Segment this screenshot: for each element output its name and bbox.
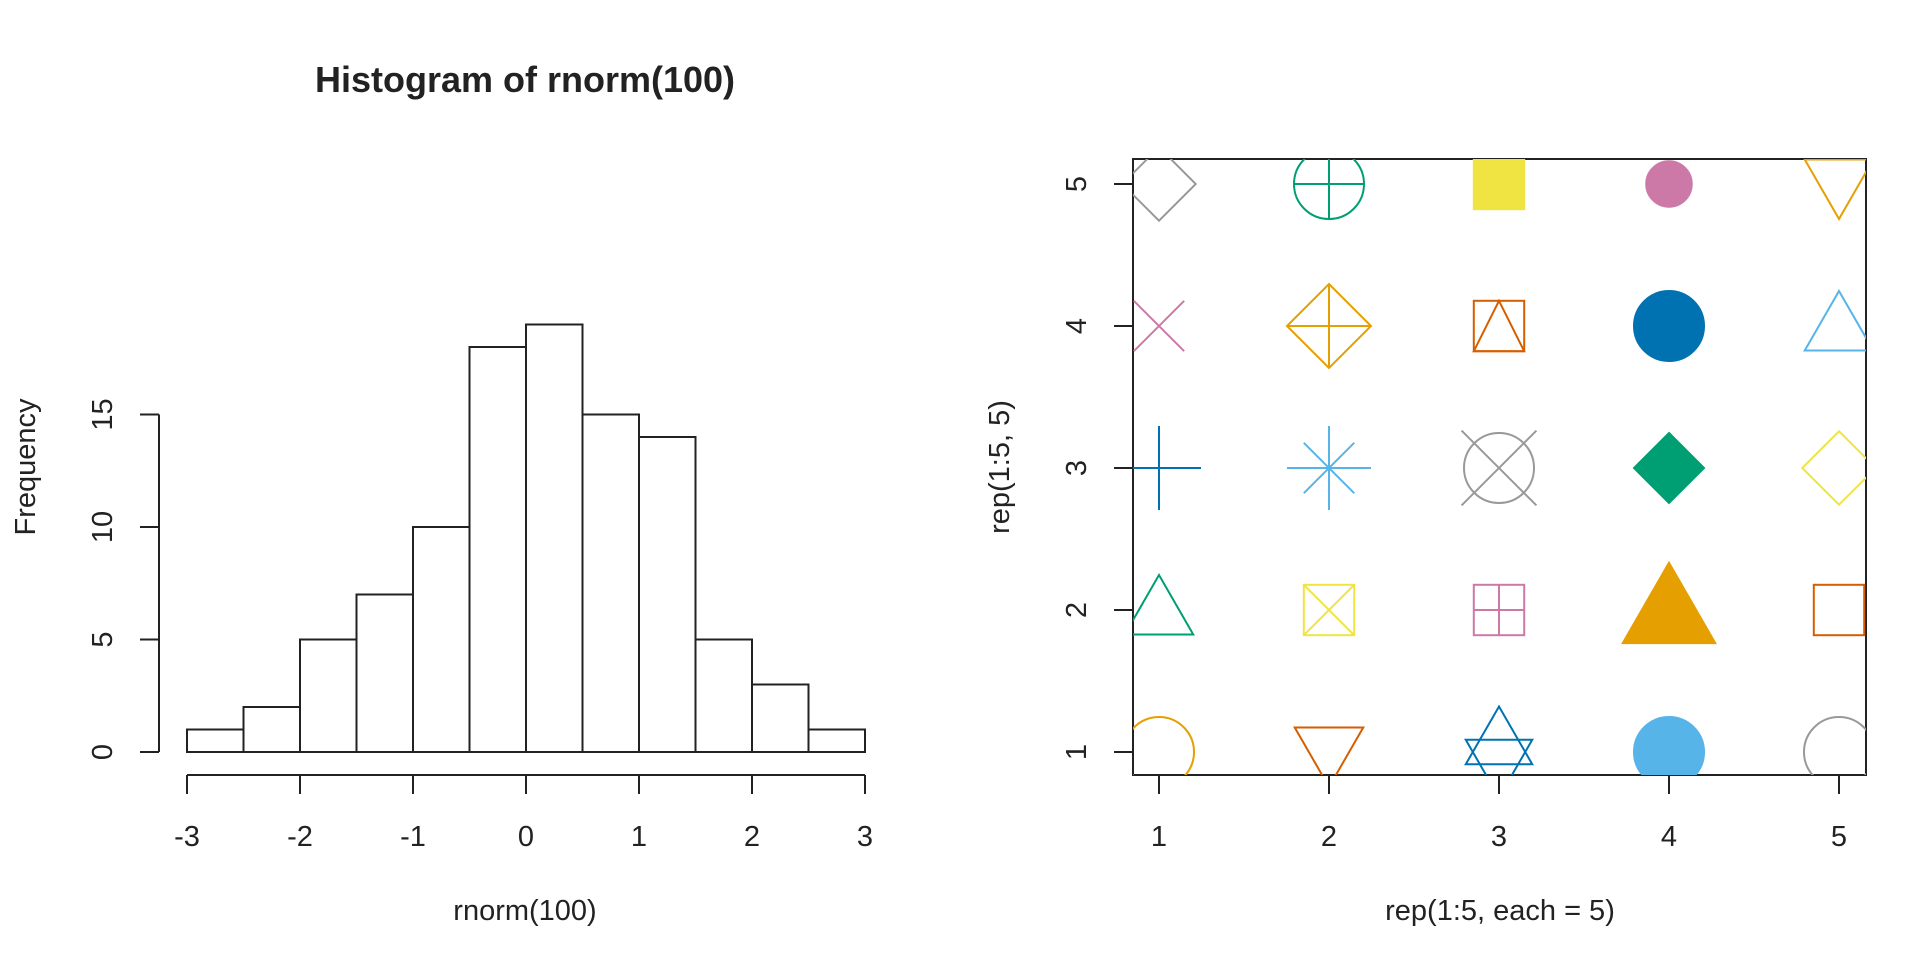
scatter-point-filled-square — [1472, 159, 1526, 211]
histogram-y-tick-label: 5 — [87, 631, 119, 647]
histogram-y-axis-label: Frequency — [10, 398, 42, 536]
scatter-x-tick-label: 2 — [1321, 821, 1337, 853]
histogram-bar — [468, 346, 527, 753]
scatter-point-asterisk — [1287, 426, 1371, 510]
histogram-y-tick-label: 0 — [87, 744, 119, 760]
scatter-point-square-triangle — [1472, 298, 1526, 353]
scatter-point-square — [1812, 583, 1866, 637]
histogram-panel: Histogram of rnorm(100) rnorm(100) Frequ… — [10, 59, 873, 927]
scatter-x-tick-label: 4 — [1661, 821, 1677, 853]
scatter-point-star-of-david — [1464, 704, 1534, 775]
histogram-x-tick-label: -2 — [287, 821, 313, 853]
scatter-panel: 1 2 3 4 5 1 2 3 4 5 rep(1:5, each = 5) rep(1:5, … — [984, 158, 1867, 927]
histogram-bar — [412, 526, 471, 753]
scatter-point-circle-plus — [1293, 159, 1365, 220]
scatter-y-axis-label: rep(1:5, 5) — [984, 400, 1016, 534]
scatter-points — [1133, 159, 1866, 775]
histogram-bar — [242, 706, 301, 753]
scatter-x-tick-label: 1 — [1151, 821, 1167, 853]
scatter-y-tick-label: 2 — [1061, 602, 1093, 618]
scatter-x-axis: 1 2 3 4 5 — [1151, 775, 1847, 853]
scatter-point-small-filled-circle — [1645, 160, 1693, 208]
scatter-point-diamond — [1133, 159, 1198, 223]
histogram-x-axis-label: rnorm(100) — [453, 895, 596, 927]
scatter-point-square-plus — [1472, 583, 1526, 637]
histogram-y-axis: 0 5 10 15 — [87, 398, 160, 760]
scatter-y-tick-label: 3 — [1061, 460, 1093, 476]
scatter-point-triangle-down — [1293, 726, 1365, 775]
scatter-y-axis: 1 2 3 4 5 — [1061, 176, 1133, 760]
histogram-x-tick-label: 3 — [857, 821, 873, 853]
scatter-point-triangle-up — [1803, 288, 1866, 352]
scatter-point-circle — [1133, 716, 1195, 775]
scatter-point-diamond-plus — [1285, 282, 1373, 370]
scatter-point-square-cross — [1302, 583, 1356, 637]
histogram-x-tick-label: -1 — [400, 821, 426, 853]
scatter-point-circle-cross — [1460, 429, 1538, 507]
scatter-y-tick-label: 5 — [1061, 176, 1093, 192]
scatter-point-filled-circle — [1633, 290, 1705, 362]
histogram-bars — [186, 323, 866, 753]
histogram-x-axis: -3 -2 -1 0 1 2 3 — [174, 774, 873, 853]
histogram-x-tick-label: 1 — [631, 821, 647, 853]
scatter-point-triangle-down — [1803, 159, 1866, 222]
histogram-bar — [807, 728, 866, 753]
scatter-y-tick-label: 1 — [1061, 744, 1093, 760]
histogram-y-tick-label: 15 — [87, 398, 119, 430]
scatter-x-tick-label: 3 — [1491, 821, 1507, 853]
histogram-x-tick-label: -3 — [174, 821, 200, 853]
histogram-bar — [186, 728, 245, 753]
scatter-point-filled-diamond — [1632, 431, 1706, 505]
histogram-x-tick-label: 2 — [744, 821, 760, 853]
scatter-point-filled-circle — [1633, 716, 1705, 775]
scatter-point-circle — [1803, 716, 1866, 775]
scatter-point-plus — [1133, 426, 1201, 510]
histogram-bar — [581, 413, 640, 753]
scatter-point-triangle-up — [1133, 572, 1195, 636]
scatter-point-cross — [1133, 300, 1185, 352]
histogram-bar — [355, 593, 414, 753]
scatter-x-tick-label: 5 — [1831, 821, 1847, 853]
histogram-bar — [694, 638, 753, 753]
histogram-bar — [299, 638, 358, 753]
scatter-point-filled-triangle — [1621, 560, 1717, 645]
histogram-y-tick-label: 10 — [87, 511, 119, 543]
histogram-bar — [638, 436, 697, 753]
scatter-y-tick-label: 4 — [1061, 318, 1093, 334]
histogram-title: Histogram of rnorm(100) — [315, 59, 735, 100]
histogram-bar — [525, 323, 584, 753]
histogram-bar — [751, 683, 810, 753]
scatter-x-axis-label: rep(1:5, each = 5) — [1385, 895, 1615, 927]
scatter-point-diamond — [1800, 429, 1866, 507]
histogram-x-tick-label: 0 — [518, 821, 534, 853]
